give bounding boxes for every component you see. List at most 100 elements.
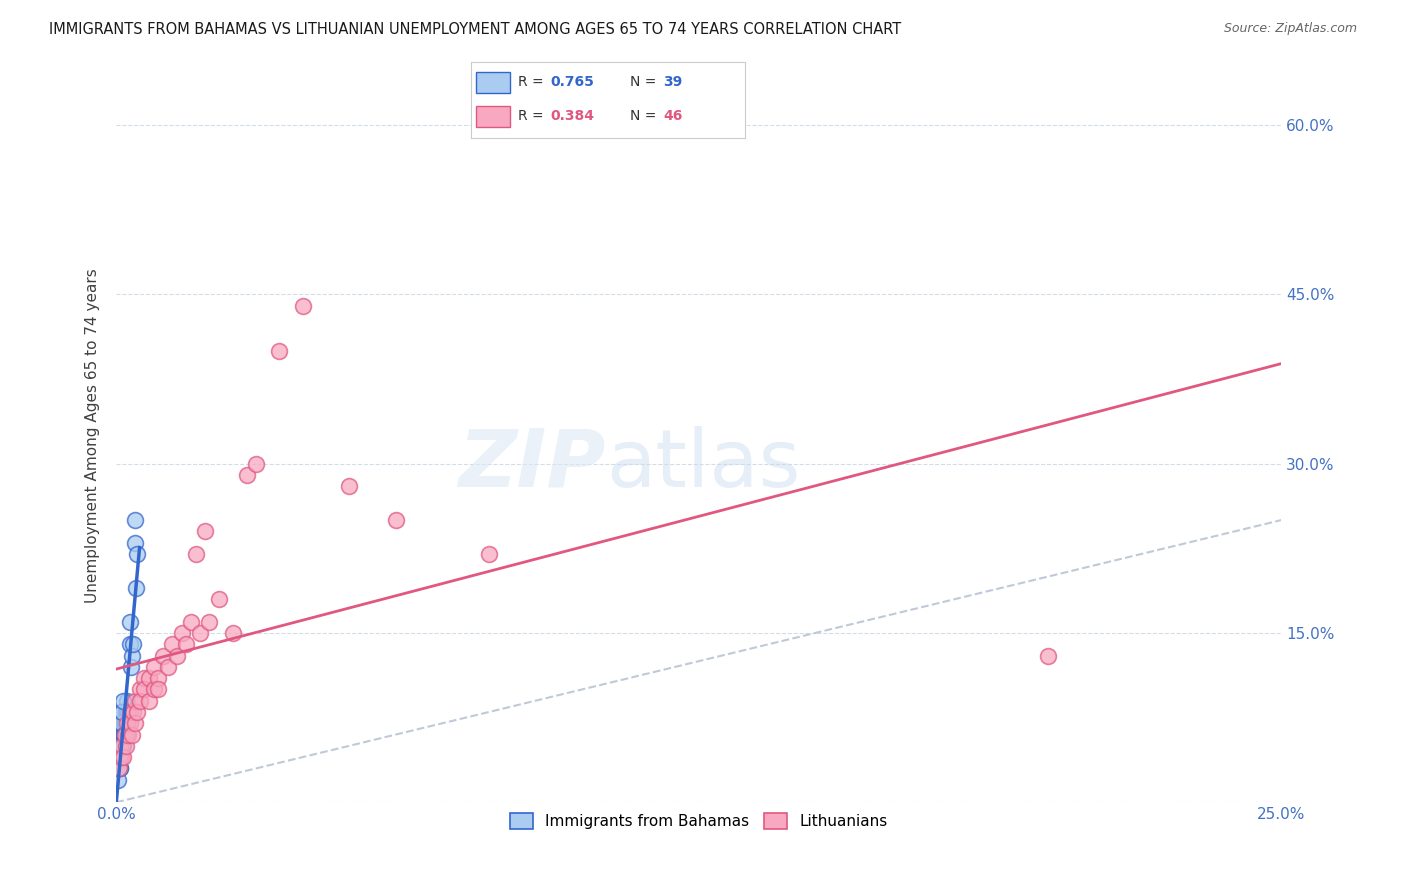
Point <box>107 750 129 764</box>
Point <box>184 547 207 561</box>
Point <box>124 716 146 731</box>
Point <box>124 694 146 708</box>
Point <box>134 682 156 697</box>
Point <box>112 727 135 741</box>
Text: N =: N = <box>630 110 661 123</box>
Point <box>112 716 135 731</box>
Point <box>111 716 134 731</box>
Point <box>110 739 132 753</box>
Point <box>112 727 135 741</box>
Legend: Immigrants from Bahamas, Lithuanians: Immigrants from Bahamas, Lithuanians <box>503 806 894 835</box>
Point <box>120 716 142 731</box>
Point <box>110 705 132 719</box>
Text: R =: R = <box>517 110 547 123</box>
Point <box>111 694 134 708</box>
Point <box>117 727 139 741</box>
Point <box>127 547 149 561</box>
Text: R =: R = <box>517 75 547 89</box>
Text: N =: N = <box>630 75 661 89</box>
Point <box>138 694 160 708</box>
Bar <box>477 71 509 93</box>
Point <box>245 457 267 471</box>
Text: IMMIGRANTS FROM BAHAMAS VS LITHUANIAN UNEMPLOYMENT AMONG AGES 65 TO 74 YEARS COR: IMMIGRANTS FROM BAHAMAS VS LITHUANIAN UN… <box>49 22 901 37</box>
Text: 0.765: 0.765 <box>551 75 595 89</box>
Point <box>152 648 174 663</box>
Point <box>236 467 259 482</box>
Point <box>174 637 197 651</box>
Point <box>194 524 217 539</box>
Point <box>142 682 165 697</box>
Point <box>121 648 143 663</box>
Point <box>142 660 165 674</box>
Point <box>115 694 138 708</box>
Point <box>108 750 131 764</box>
Point <box>269 343 291 358</box>
Point <box>115 716 138 731</box>
Point <box>112 739 135 753</box>
Point <box>156 660 179 674</box>
Point <box>117 705 139 719</box>
Point <box>108 761 131 775</box>
Point <box>114 705 136 719</box>
Point <box>114 739 136 753</box>
Point <box>107 761 129 775</box>
Point <box>120 660 142 674</box>
Point <box>108 761 131 775</box>
Point <box>198 615 221 629</box>
Point <box>121 637 143 651</box>
Y-axis label: Unemployment Among Ages 65 to 74 years: Unemployment Among Ages 65 to 74 years <box>86 268 100 603</box>
Point <box>112 750 135 764</box>
Point <box>127 705 149 719</box>
Point <box>125 581 148 595</box>
Text: ZIP: ZIP <box>458 425 606 504</box>
Point <box>208 592 231 607</box>
Point <box>188 626 211 640</box>
Point <box>385 513 408 527</box>
Point <box>124 513 146 527</box>
Point <box>112 727 135 741</box>
Point <box>110 727 132 741</box>
Text: atlas: atlas <box>606 425 800 504</box>
Text: 46: 46 <box>664 110 682 123</box>
Point <box>128 682 150 697</box>
Point <box>115 716 138 731</box>
Point <box>1038 648 1060 663</box>
Point <box>120 615 142 629</box>
Point <box>114 727 136 741</box>
Point <box>138 671 160 685</box>
Point <box>222 626 245 640</box>
Point <box>114 727 136 741</box>
Point <box>121 727 143 741</box>
Bar <box>477 105 509 127</box>
Point <box>128 694 150 708</box>
Text: 0.384: 0.384 <box>551 110 595 123</box>
Point <box>110 716 132 731</box>
Text: 39: 39 <box>664 75 682 89</box>
Point <box>115 705 138 719</box>
Point <box>107 772 129 787</box>
Text: Source: ZipAtlas.com: Source: ZipAtlas.com <box>1223 22 1357 36</box>
Point <box>110 750 132 764</box>
Point <box>115 716 138 731</box>
Point <box>111 705 134 719</box>
Point <box>111 739 134 753</box>
Point <box>337 479 360 493</box>
Point <box>114 727 136 741</box>
Point <box>120 637 142 651</box>
Point <box>117 727 139 741</box>
Point <box>134 671 156 685</box>
Point <box>107 761 129 775</box>
Point <box>148 671 170 685</box>
Point <box>148 682 170 697</box>
Point <box>170 626 193 640</box>
Point <box>291 299 314 313</box>
Point <box>180 615 202 629</box>
Point <box>478 547 501 561</box>
Point <box>160 637 183 651</box>
Point <box>121 705 143 719</box>
Point <box>107 761 129 775</box>
Point <box>166 648 188 663</box>
Point <box>111 739 134 753</box>
Point <box>124 535 146 549</box>
Point <box>120 705 142 719</box>
